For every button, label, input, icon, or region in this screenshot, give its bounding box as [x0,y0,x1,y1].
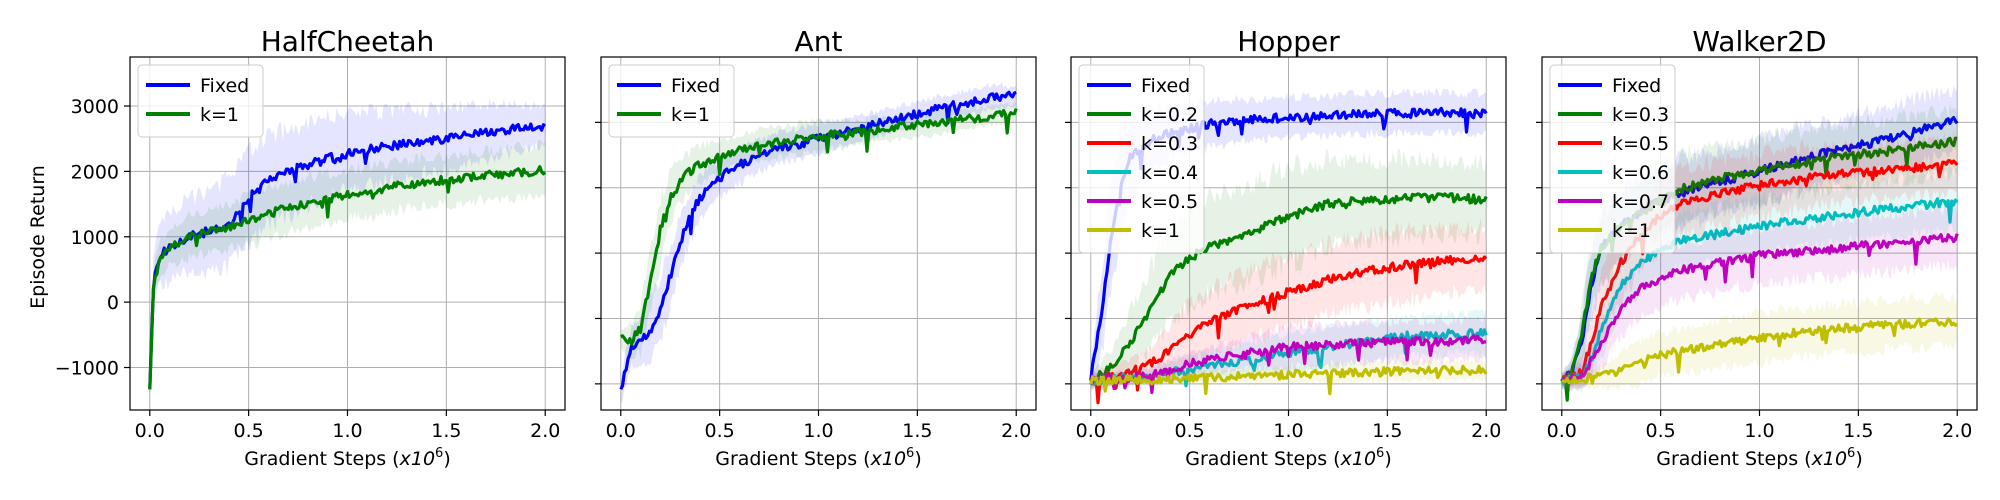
x-tick-label: 0.5 [1646,420,1676,442]
x-tick-label: 2.0 [1942,420,1972,442]
x-tick-label: 1.0 [1744,420,1774,442]
legend-label: k=1 [1141,220,1180,242]
chart-title: Ant [795,25,843,58]
y-tick-label: 0 [107,292,119,314]
x-tick-label: 0.0 [1076,420,1106,442]
legend: Fixed k=1 [137,64,264,138]
legend: Fixed k=0.2 k=0.3 k=0.4 k=0.5 k=1 [1078,64,1205,254]
legend-label: k=1 [1612,220,1651,242]
series-line [148,165,547,390]
series-band [149,99,546,400]
x-tick-label: 1.5 [1843,420,1873,442]
x-tick-label: 1.0 [332,420,362,442]
series-band [1090,87,1487,390]
series-line [148,122,547,390]
chart-title: Hopper [1237,25,1340,58]
legend-label: k=0.6 [1612,162,1669,184]
series-line [1089,192,1488,386]
y-tick-label: 1000 [71,227,119,249]
x-tick-label: 0.5 [234,420,264,442]
x-tick-label: 0.0 [1547,420,1577,442]
series-line [1089,254,1488,405]
x-tick-label: 0.5 [1175,420,1205,442]
legend-label: k=1 [200,104,239,126]
legend: Fixed k=1 [608,64,735,138]
legend-label: k=0.5 [1141,191,1198,213]
y-tick-label: 2000 [71,161,119,183]
x-axis-label: Gradient Steps (x106) [715,446,921,470]
series-line [1089,334,1487,395]
legend-label: k=1 [671,104,710,126]
legend-label: k=0.5 [1612,133,1669,155]
chart-title: Walker2D [1692,25,1826,58]
series-line [619,108,1018,346]
x-tick-label: 2.0 [1001,420,1031,442]
x-tick-label: 0.5 [705,420,735,442]
chart-panels: 0.0 0.5 1.0 1.5 2.0 −1000 0 1000 2000 3000 HalfChe… [55,25,1978,470]
y-axis-label: Episode Return [27,165,49,309]
x-tick-label: 1.5 [1372,420,1402,442]
y-tick-label: 3000 [71,96,119,118]
x-tick-label: 0.0 [135,420,165,442]
series-line [619,90,1017,390]
x-tick-label: 2.0 [530,420,560,442]
legend-label: k=0.2 [1141,104,1198,126]
series-band [1090,148,1487,391]
legend-label: Fixed [200,75,249,97]
x-tick-label: 0.0 [606,420,636,442]
series-band [1561,292,1958,391]
legend-label: k=0.3 [1141,133,1198,155]
legend-label: k=0.3 [1612,104,1669,126]
series-line [1089,364,1488,396]
x-axis-label: Gradient Steps (x106) [1185,446,1391,470]
series-band [1090,218,1487,390]
legend-label: k=0.7 [1612,191,1669,213]
chart-panel: 0.0 0.5 1.0 1.5 2.0 −1000 0 1000 2000 3000 HalfChe… [55,25,566,470]
x-axis-label: Gradient Steps (x106) [1656,446,1862,470]
legend-label: Fixed [1141,75,1190,97]
x-tick-label: 1.0 [803,420,833,442]
series-line [1560,197,1959,386]
x-tick-label: 2.0 [1471,420,1501,442]
series-line [1560,233,1959,382]
chart-panel: 0.0 0.5 1.0 1.5 2.0 Ant Gradient Steps (x106) F… [595,25,1037,470]
series-band [1561,85,1958,390]
chart-panel: 0.0 0.5 1.0 1.5 2.0 Hopper Gradient Steps (x10… [1065,25,1507,470]
x-tick-label: 1.0 [1273,420,1303,442]
x-tick-label: 1.5 [902,420,932,442]
legend-label: Fixed [1612,75,1661,97]
chart-panel: 0.0 0.5 1.0 1.5 2.0 Walker2D Gradient Steps (x… [1536,25,1978,470]
chart-title: HalfCheetah [261,25,434,58]
legend-label: k=0.4 [1141,162,1198,184]
series-line [1561,317,1959,385]
x-tick-label: 1.5 [431,420,461,442]
legend: Fixed k=0.3 k=0.5 k=0.6 k=0.7 k=1 [1549,64,1676,254]
y-tick-label: −1000 [55,358,119,380]
legend-label: Fixed [671,75,720,97]
x-axis-label: Gradient Steps (x106) [244,446,450,470]
series-band [149,140,546,403]
